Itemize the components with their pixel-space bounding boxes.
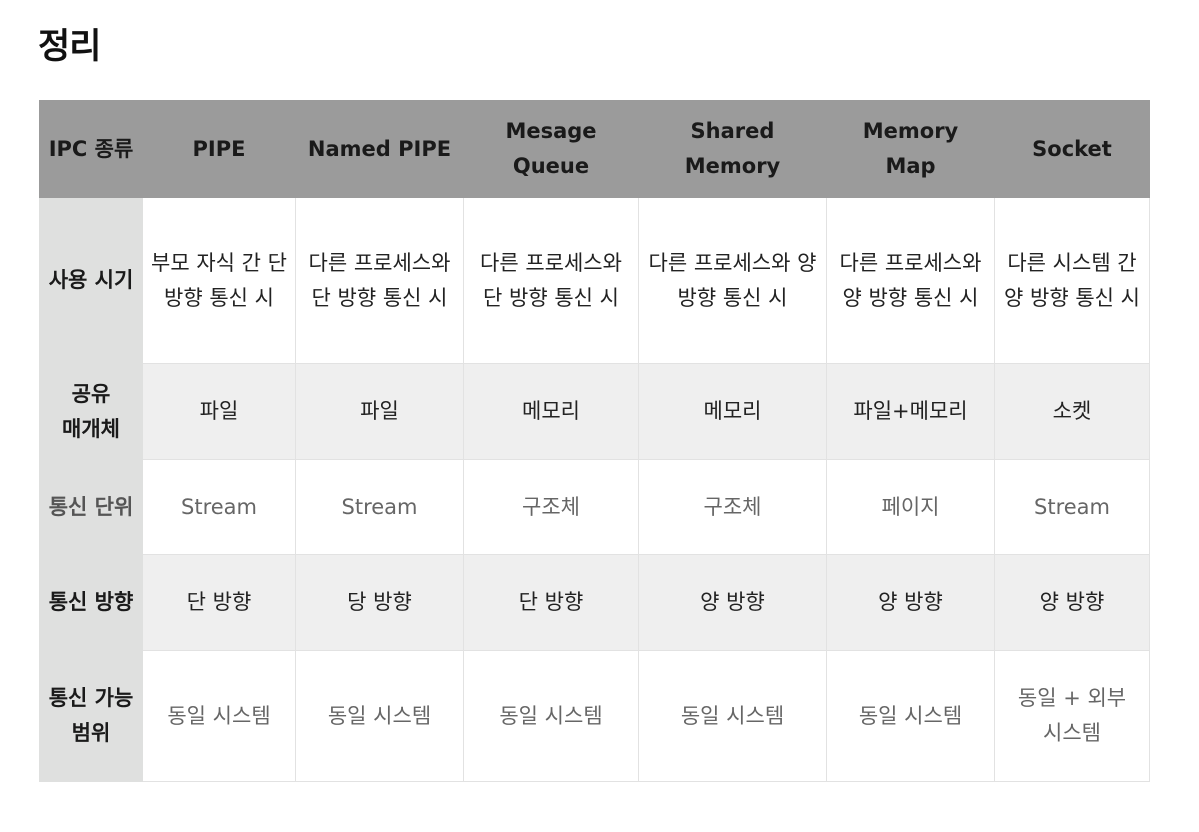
table-cell: 파일+메모리	[826, 363, 995, 460]
table-header-row: IPC 종류 PIPE Named PIPE Mesage Queue Shar…	[39, 100, 1150, 198]
table-cell: 다른 프로세스와 단 방향 통신 시	[463, 197, 639, 364]
table-cell: 동일 시스템	[295, 650, 464, 782]
header-pipe: PIPE	[142, 100, 296, 198]
table-row-usage: 사용 시기 부모 자식 간 단 방향 통신 시 다른 프로세스와 단 방향 통신…	[39, 197, 1150, 364]
table-cell: 양 방향	[638, 554, 827, 651]
table-cell: 다른 프로세스와 양 방향 통신 시	[638, 197, 827, 364]
table-cell: 양 방향	[826, 554, 995, 651]
ipc-comparison-table: IPC 종류 PIPE Named PIPE Mesage Queue Shar…	[39, 100, 1150, 782]
table-cell: Stream	[994, 459, 1150, 555]
table-cell: 파일	[295, 363, 464, 460]
table-cell: 메모리	[638, 363, 827, 460]
table-cell: Stream	[142, 459, 296, 555]
table-cell: 당 방향	[295, 554, 464, 651]
table-row-scope: 통신 가능 범위 동일 시스템 동일 시스템 동일 시스템 동일 시스템 동일 …	[39, 650, 1150, 782]
table-cell: 양 방향	[994, 554, 1150, 651]
table-cell: 다른 프로세스와 양 방향 통신 시	[826, 197, 995, 364]
table-cell: 소켓	[994, 363, 1150, 460]
table-cell: 동일 + 외부 시스템	[994, 650, 1150, 782]
table-row-unit: 통신 단위 Stream Stream 구조체 구조체 페이지 Stream	[39, 459, 1150, 555]
table-cell: 페이지	[826, 459, 995, 555]
table-cell: 다른 시스템 간 양 방향 통신 시	[994, 197, 1150, 364]
row-label-scope: 통신 가능 범위	[39, 650, 143, 782]
table-cell: 구조체	[638, 459, 827, 555]
header-named-pipe: Named PIPE	[295, 100, 464, 198]
table-cell: 파일	[142, 363, 296, 460]
table-row-direction: 통신 방향 단 방향 당 방향 단 방향 양 방향 양 방향 양 방향	[39, 554, 1150, 651]
table-cell: 단 방향	[142, 554, 296, 651]
table-cell: 부모 자식 간 단 방향 통신 시	[142, 197, 296, 364]
header-shared-memory: Shared Memory	[638, 100, 827, 198]
row-label-direction: 통신 방향	[39, 554, 143, 651]
table-cell: 구조체	[463, 459, 639, 555]
header-ipc-type: IPC 종류	[39, 100, 143, 198]
row-label-medium: 공유 매개체	[39, 363, 143, 460]
table-cell: 다른 프로세스와 단 방향 통신 시	[295, 197, 464, 364]
page-title: 정리	[38, 27, 101, 67]
row-label-unit: 통신 단위	[39, 459, 143, 555]
table-cell: 동일 시스템	[826, 650, 995, 782]
table-cell: 동일 시스템	[142, 650, 296, 782]
table-cell: 동일 시스템	[463, 650, 639, 782]
header-socket: Socket	[994, 100, 1150, 198]
table-cell: 메모리	[463, 363, 639, 460]
table-cell: 단 방향	[463, 554, 639, 651]
table-cell: Stream	[295, 459, 464, 555]
table-cell: 동일 시스템	[638, 650, 827, 782]
table-row-medium: 공유 매개체 파일 파일 메모리 메모리 파일+메모리 소켓	[39, 363, 1150, 460]
header-memory-map: Memory Map	[826, 100, 995, 198]
row-label-usage: 사용 시기	[39, 197, 143, 364]
header-message-queue: Mesage Queue	[463, 100, 639, 198]
